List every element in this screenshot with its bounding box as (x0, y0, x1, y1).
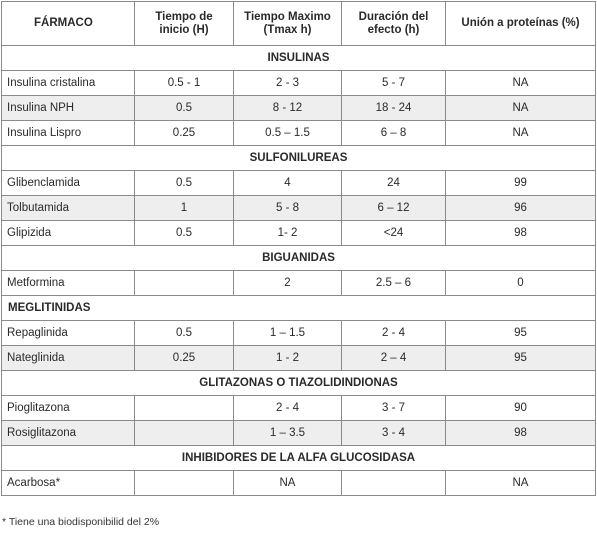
section-title: GLITAZONAS O TIAZOLIDINDIONAS (1, 370, 596, 396)
tmax-cell: 5 - 8 (233, 195, 342, 221)
tmax-cell: 1- 2 (233, 220, 342, 246)
table-row: Glibenclamida 0.5 4 24 99 (1, 170, 596, 196)
table-row: Repaglinida 0.5 1 – 1.5 2 - 4 95 (1, 320, 596, 346)
protein-binding-cell: 99 (445, 170, 596, 196)
tmax-cell: 1 – 3.5 (233, 420, 342, 446)
duration-cell: 5 - 7 (341, 70, 446, 96)
protein-binding-cell: 96 (445, 195, 596, 221)
protein-binding-cell: 95 (445, 320, 596, 346)
header-row: FÁRMACO Tiempo de inicio (H) Tiempo Maxi… (1, 1, 596, 46)
protein-binding-cell: NA (445, 70, 596, 96)
protein-binding-cell: 98 (445, 420, 596, 446)
drug-name-cell: Rosiglitazona (1, 420, 135, 446)
onset-cell: 0.5 - 1 (134, 70, 234, 96)
protein-binding-cell: NA (445, 470, 596, 496)
protein-binding-cell: 0 (445, 270, 596, 296)
protein-binding-cell: 95 (445, 345, 596, 371)
section-title: SULFONILUREAS (1, 145, 596, 171)
header-tiempo-maximo: Tiempo Maximo (Tmax h) (233, 1, 342, 46)
tmax-cell: 1 – 1.5 (233, 320, 342, 346)
table-row: Insulina NPH 0.5 8 - 12 18 - 24 NA (1, 95, 596, 121)
drug-name-cell: Nateglinida (1, 345, 135, 371)
onset-cell: 0.25 (134, 345, 234, 371)
section-row: SULFONILUREAS (1, 145, 596, 171)
duration-cell: 3 - 7 (341, 395, 446, 421)
tmax-cell: 2 - 4 (233, 395, 342, 421)
onset-cell: 0.5 (134, 95, 234, 121)
section-title: MEGLITINIDAS (1, 295, 596, 321)
onset-cell (134, 270, 234, 296)
duration-cell: 18 - 24 (341, 95, 446, 121)
onset-cell (134, 395, 234, 421)
duration-cell: 2.5 – 6 (341, 270, 446, 296)
onset-cell: 0.5 (134, 220, 234, 246)
section-title: INHIBIDORES DE LA ALFA GLUCOSIDASA (1, 445, 596, 471)
header-tiempo-inicio: Tiempo de inicio (H) (134, 1, 234, 46)
section-row: GLITAZONAS O TIAZOLIDINDIONAS (1, 370, 596, 396)
duration-cell: 24 (341, 170, 446, 196)
section-row: INSULINAS (1, 45, 596, 71)
duration-cell: 6 – 8 (341, 120, 446, 146)
tmax-cell: 8 - 12 (233, 95, 342, 121)
drug-name-cell: Pioglitazona (1, 395, 135, 421)
onset-cell: 0.5 (134, 170, 234, 196)
onset-cell: 1 (134, 195, 234, 221)
drug-name-cell: Repaglinida (1, 320, 135, 346)
pharmacology-table: FÁRMACO Tiempo de inicio (H) Tiempo Maxi… (1, 1, 596, 496)
duration-cell: 3 - 4 (341, 420, 446, 446)
drug-name-cell: Tolbutamida (1, 195, 135, 221)
duration-cell: 6 – 12 (341, 195, 446, 221)
protein-binding-cell: 98 (445, 220, 596, 246)
tmax-cell: 1 - 2 (233, 345, 342, 371)
header-farmaco: FÁRMACO (1, 1, 135, 46)
protein-binding-cell: NA (445, 120, 596, 146)
drug-name-cell: Insulina cristalina (1, 70, 135, 96)
table-row: Insulina Lispro 0.25 0.5 – 1.5 6 – 8 NA (1, 120, 596, 146)
section-row: MEGLITINIDAS (1, 295, 596, 321)
drug-name-cell: Metformina (1, 270, 135, 296)
section-row: INHIBIDORES DE LA ALFA GLUCOSIDASA (1, 445, 596, 471)
drug-name-cell: Glibenclamida (1, 170, 135, 196)
tmax-cell: 0.5 – 1.5 (233, 120, 342, 146)
table-row: Rosiglitazona 1 – 3.5 3 - 4 98 (1, 420, 596, 446)
tmax-cell: 2 - 3 (233, 70, 342, 96)
footnote: * Tiene una biodisponibilid del 2% (2, 516, 160, 528)
header-duracion: Duración del efecto (h) (341, 1, 446, 46)
table-row: Glipizida 0.5 1- 2 <24 98 (1, 220, 596, 246)
section-title: INSULINAS (1, 45, 596, 71)
section-title: BIGUANIDAS (1, 245, 596, 271)
duration-cell (341, 470, 446, 496)
tmax-cell: 4 (233, 170, 342, 196)
drug-name-cell: Acarbosa* (1, 470, 135, 496)
tmax-cell: 2 (233, 270, 342, 296)
drug-name-cell: Insulina NPH (1, 95, 135, 121)
header-union-proteinas: Unión a proteínas (%) (445, 1, 596, 46)
drug-name-cell: Glipizida (1, 220, 135, 246)
tmax-cell: NA (233, 470, 342, 496)
table-row: Acarbosa* NA NA (1, 470, 596, 496)
duration-cell: <24 (341, 220, 446, 246)
onset-cell: 0.25 (134, 120, 234, 146)
protein-binding-cell: 90 (445, 395, 596, 421)
drug-name-cell: Insulina Lispro (1, 120, 135, 146)
duration-cell: 2 - 4 (341, 320, 446, 346)
duration-cell: 2 – 4 (341, 345, 446, 371)
protein-binding-cell: NA (445, 95, 596, 121)
onset-cell (134, 470, 234, 496)
section-row: BIGUANIDAS (1, 245, 596, 271)
onset-cell (134, 420, 234, 446)
onset-cell: 0.5 (134, 320, 234, 346)
